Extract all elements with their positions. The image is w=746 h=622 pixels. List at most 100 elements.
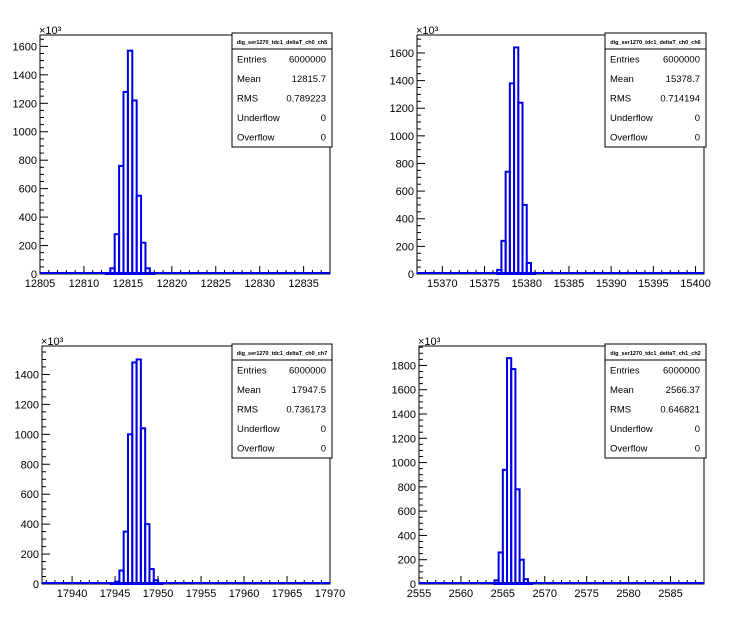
stats-row-label: Mean (610, 385, 634, 396)
y-tick-label: 1000 (13, 127, 37, 139)
histogram-panel-ch0-ch5: 12805 12810 12815 12820 12825 12830 12835 0 200 4… (13, 25, 333, 290)
y-tick-label: 1600 (13, 41, 37, 53)
x-tick-label: 17950 (143, 588, 174, 600)
stats-box-frame (231, 343, 333, 459)
stats-row-value: 0 (321, 424, 326, 435)
y-tick-label: 800 (396, 158, 414, 170)
stats-title: dig_ser1270_tdc1_deltaT_ch0_ch6 (610, 40, 701, 46)
y-tick-label: 1000 (392, 458, 416, 470)
stats-row-label: Overflow (237, 444, 275, 455)
y-tick-label: 1200 (392, 433, 416, 445)
stats-row-label: Mean (610, 74, 634, 85)
x-tick-label: 17945 (100, 588, 131, 600)
x-tick-label: 12830 (244, 278, 275, 290)
x-tick-label: 17960 (229, 588, 260, 600)
x-tick-label: 2585 (658, 588, 682, 600)
x-tick-label: 17965 (272, 588, 303, 600)
y-tick-label: 1400 (15, 369, 39, 381)
y-axis-exponent: ×10³ (39, 25, 62, 37)
y-tick-label: 200 (396, 241, 414, 253)
stats-row-label: Overflow (237, 133, 275, 144)
y-tick-label: 1400 (13, 70, 37, 82)
y-tick-label: 0 (408, 269, 414, 281)
y-tick-label: 400 (398, 530, 416, 542)
stats-row-label: Entries (610, 365, 640, 376)
stats-row-label: Entries (237, 54, 267, 65)
y-tick-label: 800 (21, 459, 39, 471)
stats-box-frame (604, 343, 707, 459)
stats-box: dig_ser1270_tdc1_deltaT_ch1_ch2 Entries 60… (604, 343, 707, 459)
stats-row-value: 0 (695, 444, 700, 455)
stats-row-value: 0.789223 (286, 94, 326, 105)
stats-row-label: Underflow (237, 424, 280, 435)
histogram-series (417, 46, 704, 276)
x-tick-label: 15375 (469, 278, 500, 290)
y-tick-label: 1600 (390, 48, 414, 60)
stats-row-label: Entries (237, 365, 267, 376)
y-tick-label: 1000 (15, 429, 39, 441)
x-tick-label: 12810 (69, 278, 100, 290)
y-tick-label: 1400 (392, 409, 416, 421)
stats-row-value: 12815.7 (292, 74, 326, 85)
x-tick-label: 17940 (57, 588, 88, 600)
x-tick-label: 2570 (532, 588, 556, 600)
x-tick-label: 15395 (638, 278, 669, 290)
stats-row-label: Underflow (610, 113, 653, 124)
y-tick-label: 1400 (390, 76, 414, 88)
stats-title: dig_ser1270_tdc1_deltaT_ch0_ch7 (237, 351, 328, 357)
y-tick-label: 800 (19, 155, 37, 167)
stats-row-label: RMS (610, 94, 631, 105)
y-tick-label: 200 (398, 555, 416, 567)
stats-row-value: 0.714194 (660, 94, 700, 105)
stats-row-value: 0 (695, 133, 700, 144)
stats-box-frame (231, 32, 333, 148)
stats-row-value: 15378.7 (666, 74, 700, 85)
y-tick-label: 800 (398, 482, 416, 494)
stats-row-value: 0.646821 (660, 405, 700, 416)
x-tick-label: 12835 (288, 278, 319, 290)
y-axis-exponent: ×10³ (41, 336, 64, 348)
y-tick-label: 0 (410, 579, 416, 591)
x-tick-label: 12825 (200, 278, 231, 290)
x-tick-label: 15390 (596, 278, 627, 290)
stats-row-label: Mean (237, 74, 261, 85)
x-tick-label: 15385 (554, 278, 585, 290)
stats-box: dig_ser1270_tdc1_deltaT_ch0_ch5 Entries 60… (231, 32, 333, 148)
histogram-series (40, 49, 330, 276)
stats-title: dig_ser1270_tdc1_deltaT_ch0_ch5 (237, 40, 328, 46)
y-tick-label: 400 (396, 214, 414, 226)
x-tick-label: 15400 (680, 278, 711, 290)
stats-row-value: 0.736173 (286, 405, 326, 416)
stats-box-frame (604, 32, 707, 148)
histogram-panel-ch0-ch6: 15370 15375 15380 15385 15390 15395 15400 0 200 4… (390, 25, 711, 290)
x-tick-label: 2565 (491, 588, 515, 600)
y-tick-label: 1000 (390, 131, 414, 143)
stats-row-value: 0 (321, 113, 326, 124)
y-tick-label: 600 (21, 489, 39, 501)
stats-row-value: 0 (321, 133, 326, 144)
y-tick-label: 200 (21, 549, 39, 561)
y-tick-label: 1200 (13, 98, 37, 110)
stats-row-label: Mean (237, 385, 261, 396)
x-tick-label: 2575 (574, 588, 598, 600)
stats-row-value: 6000000 (663, 365, 700, 376)
y-tick-label: 600 (396, 186, 414, 198)
histogram-series (42, 358, 330, 586)
stats-row-label: Underflow (610, 424, 653, 435)
stats-row-label: Entries (610, 54, 640, 65)
stats-row-value: 6000000 (289, 365, 326, 376)
x-tick-label: 2555 (407, 588, 431, 600)
x-tick-label: 12820 (157, 278, 188, 290)
x-tick-label: 2560 (449, 588, 473, 600)
x-tick-label: 17970 (315, 588, 346, 600)
stats-row-value: 2566.37 (666, 385, 700, 396)
stats-row-value: 0 (695, 424, 700, 435)
stats-row-value: 0 (321, 444, 326, 455)
stats-row-label: RMS (237, 405, 258, 416)
y-tick-label: 1800 (392, 360, 416, 372)
stats-row-value: 6000000 (663, 54, 700, 65)
stats-title: dig_ser1270_tdc1_deltaT_ch1_ch2 (610, 351, 701, 357)
y-axis-exponent: ×10³ (418, 336, 441, 348)
y-tick-label: 1200 (15, 399, 39, 411)
